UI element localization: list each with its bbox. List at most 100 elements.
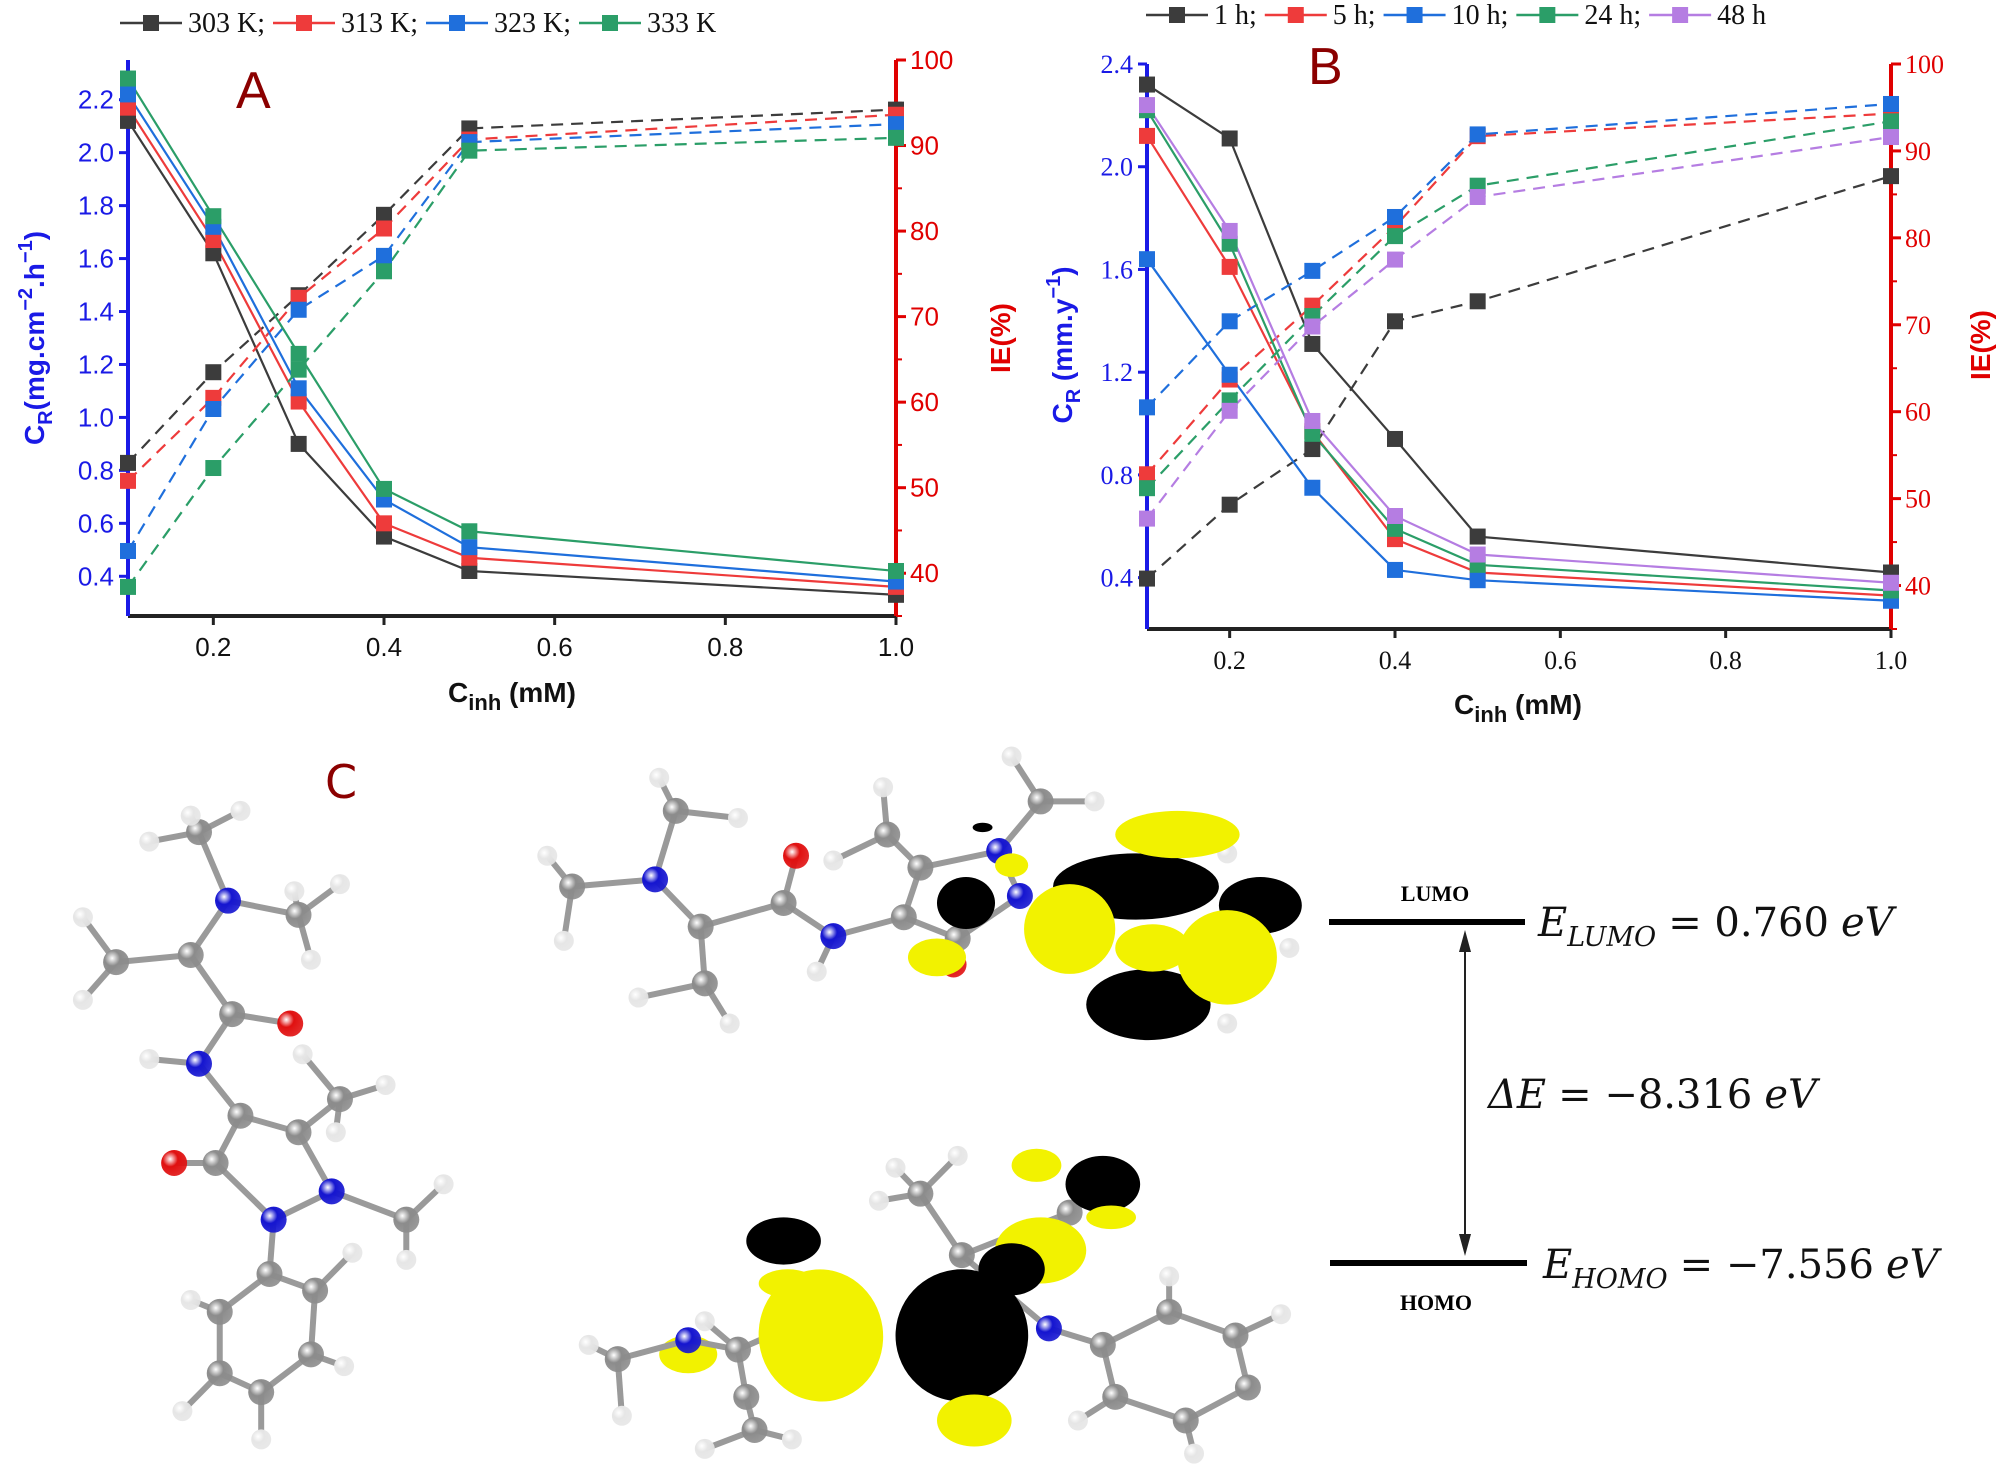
positive-lobe xyxy=(995,853,1029,878)
atom-C xyxy=(770,890,797,917)
legend-label: 5 h; xyxy=(1333,0,1376,31)
legend-marker xyxy=(143,15,159,31)
panel-label-b: B xyxy=(1308,38,1343,96)
y-axis-label-left-b: CR (mm.y−1) xyxy=(1043,266,1085,423)
data-point-cr xyxy=(1387,561,1403,578)
atom-H xyxy=(873,777,894,798)
data-point-ie xyxy=(376,206,392,223)
data-point-cr xyxy=(1221,130,1238,147)
positive-lobe xyxy=(758,1269,817,1298)
y-left-tick-label: 1.6 xyxy=(1101,255,1134,284)
data-point-cr xyxy=(205,232,222,249)
data-point-cr xyxy=(461,539,478,556)
series-line-ie-5h xyxy=(1146,112,1892,476)
atom-C xyxy=(326,1086,353,1113)
data-point-ie xyxy=(205,400,222,417)
atom-C xyxy=(285,901,312,928)
negative-lobe xyxy=(972,822,993,833)
data-point-ie xyxy=(1304,441,1321,458)
series-line-ie-48h xyxy=(1146,135,1892,520)
atom-N xyxy=(675,1327,702,1354)
atom-C xyxy=(948,1242,975,1269)
bond xyxy=(919,848,1000,871)
atom-O xyxy=(783,842,810,869)
legend-label: 1 h; xyxy=(1214,0,1257,31)
delta-e-equation: ΔE = −8.316 eV xyxy=(1486,1072,1821,1118)
y-right-tick-label: 80 xyxy=(1905,224,1931,253)
atom-H xyxy=(806,961,827,982)
atom-C xyxy=(874,821,901,848)
data-point-cr xyxy=(1469,528,1486,545)
homo-orbital-image xyxy=(578,1145,1292,1464)
data-point-cr xyxy=(1221,235,1238,252)
series-line-ie-303K xyxy=(127,108,897,464)
y-left-tick-label: 0.8 xyxy=(78,455,114,485)
atom-H xyxy=(292,1044,313,1065)
positive-lobe xyxy=(1011,1148,1062,1182)
atom-H xyxy=(251,1429,272,1450)
atom-H xyxy=(578,1334,599,1355)
atom-H xyxy=(727,807,748,828)
atom-H xyxy=(72,989,93,1010)
series-line-cr-333K xyxy=(127,77,897,573)
atom-C xyxy=(177,942,204,969)
series-line-cr-24h xyxy=(1146,109,1892,592)
data-point-cr xyxy=(120,112,136,129)
data-point-ie xyxy=(1387,228,1403,245)
data-point-cr xyxy=(1883,574,1899,591)
data-point-cr xyxy=(1304,412,1321,429)
y-right-tick-label: 90 xyxy=(910,131,939,161)
atom-H xyxy=(868,1190,889,1211)
atom-C xyxy=(691,970,718,997)
panel-label-a: A xyxy=(236,62,271,120)
positive-lobe xyxy=(1024,884,1116,974)
atom-H xyxy=(1184,1443,1205,1464)
energy-diagram: LUMO HOMO ELUMO = 0.760 eV ΔE = −8.316 eV EH… xyxy=(1329,881,1943,1315)
y-left-tick-label: 2.2 xyxy=(78,85,114,115)
legend-marker xyxy=(1539,7,1556,23)
legend-marker xyxy=(1406,7,1423,23)
y-right-tick-label: 100 xyxy=(910,45,953,75)
y-right-tick-label: 100 xyxy=(1905,50,1944,79)
data-point-cr xyxy=(1221,222,1238,239)
atom-H xyxy=(781,1429,802,1450)
legend-label: 313 K; xyxy=(341,8,418,39)
series-line-cr-5h xyxy=(1146,135,1892,597)
x-tick-label: 0.2 xyxy=(1213,646,1246,675)
negative-lobe xyxy=(895,1269,1029,1402)
data-point-ie xyxy=(376,247,392,264)
y-left-tick-label: 0.4 xyxy=(1101,564,1134,593)
atom-H xyxy=(694,1311,715,1332)
data-point-ie xyxy=(888,129,904,146)
legend-marker xyxy=(296,15,312,31)
atom-H xyxy=(284,881,305,902)
atom-C xyxy=(890,904,917,931)
data-point-cr xyxy=(290,380,307,397)
data-point-ie xyxy=(1139,480,1155,497)
atom-H xyxy=(139,831,160,852)
y-axis-label-right-a: IE(%) xyxy=(985,303,1016,373)
data-point-ie xyxy=(205,460,222,477)
y-left-tick-label: 1.6 xyxy=(78,244,114,274)
atom-C xyxy=(186,819,213,846)
y-left-tick-label: 1.2 xyxy=(78,349,114,379)
negative-lobe xyxy=(978,1243,1045,1296)
y-right-tick-label: 40 xyxy=(910,558,939,588)
data-point-cr xyxy=(290,435,307,452)
atom-H xyxy=(649,767,670,788)
y-left-tick-label: 0.6 xyxy=(78,508,114,538)
data-point-cr xyxy=(290,345,307,362)
series-line-cr-1h xyxy=(1146,83,1892,574)
y-left-tick-label: 1.4 xyxy=(78,297,114,327)
legend-marker xyxy=(1169,7,1185,23)
data-point-ie xyxy=(1221,496,1238,513)
atom-H xyxy=(1067,1410,1088,1431)
legend-marker xyxy=(449,15,465,31)
y-right-tick-label: 40 xyxy=(1905,572,1931,601)
atom-C xyxy=(202,1149,229,1176)
legend-marker xyxy=(1287,7,1304,23)
lumo-orbital-image xyxy=(537,746,1302,1041)
data-point-ie xyxy=(376,220,392,237)
legend: 303 K; 313 K; 323 K; 333 K xyxy=(120,8,716,39)
y-right-tick-label: 60 xyxy=(910,387,939,417)
